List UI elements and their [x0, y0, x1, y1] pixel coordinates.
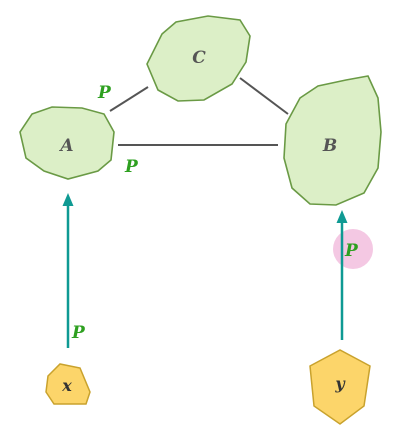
edge-a-c-label: P [97, 83, 112, 103]
node-b-label: B [322, 136, 337, 156]
input-x-shape[interactable] [45, 363, 91, 405]
edge-a-b-label: P [124, 157, 139, 177]
arrowhead-a [62, 193, 74, 206]
node-a-label: A [58, 136, 73, 156]
edge-a-c [109, 86, 149, 112]
arrowhead-b [336, 210, 348, 223]
node-b-shape[interactable] [283, 75, 382, 206]
input-y-shape[interactable] [309, 349, 371, 425]
arrow-x-label: P [71, 323, 86, 343]
edge-c-b [239, 77, 289, 115]
input-x-label: x [61, 376, 72, 395]
node-c-shape[interactable] [146, 15, 251, 102]
input-y-label: y [334, 374, 346, 393]
node-c-label: C [192, 48, 206, 68]
arrow-y-label: P [344, 241, 359, 261]
node-a-shape[interactable] [19, 106, 115, 180]
